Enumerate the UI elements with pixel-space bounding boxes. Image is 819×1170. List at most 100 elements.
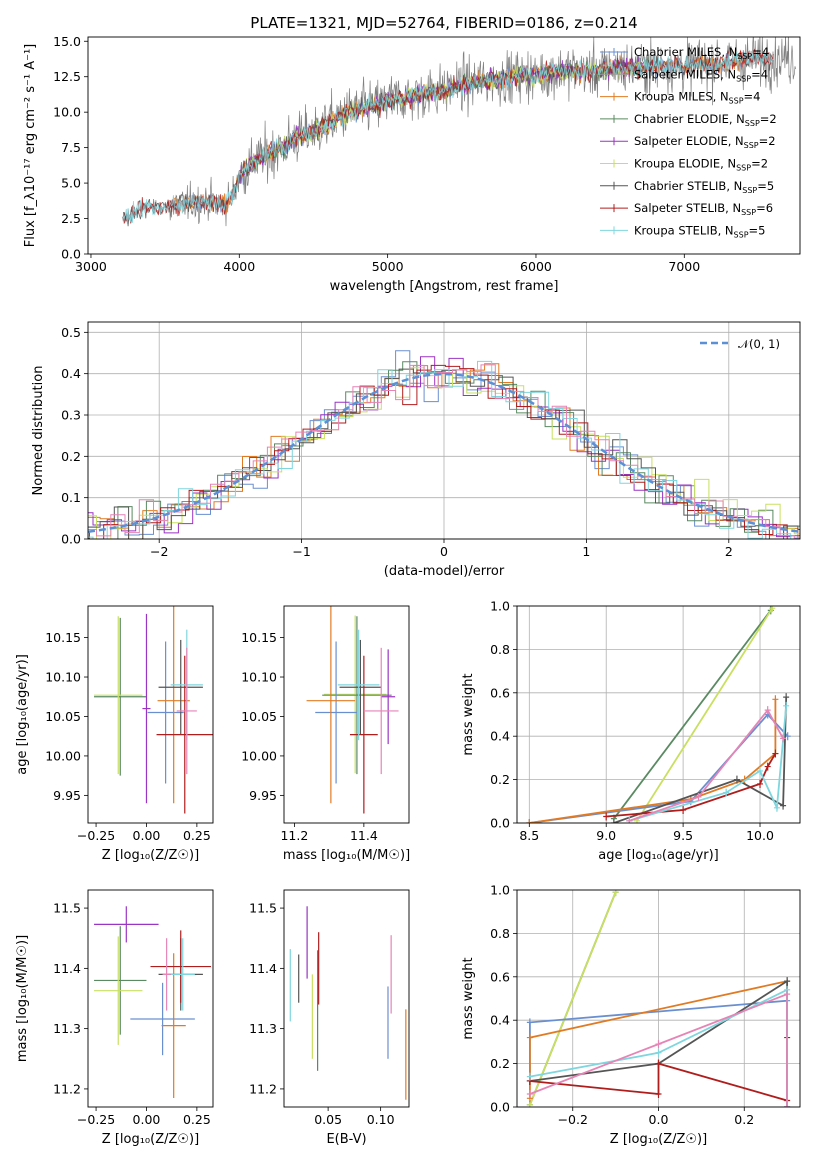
y-tick-label: 0.0 xyxy=(61,532,81,547)
legend-value: =2 xyxy=(760,112,777,126)
legend-label: Chabrier MILES, NSSP=4 xyxy=(634,45,769,61)
x-tick-label: 8.5 xyxy=(519,828,539,843)
errorbar-point xyxy=(142,613,151,804)
legend-subscript: SSP xyxy=(744,141,759,150)
legend-subscript: SSP xyxy=(737,52,752,61)
y-tick-label: 2.5 xyxy=(61,211,81,226)
x-tick-label: 0 xyxy=(440,544,448,559)
y-tick-label: 0.1 xyxy=(61,490,81,505)
legend-value: =2 xyxy=(759,134,776,148)
errorbar-point xyxy=(147,641,184,784)
errorbar-point xyxy=(322,616,392,775)
y-tick-label: 0.2 xyxy=(490,1056,510,1071)
y-axis-label: age [log₁₀(age/yr)] xyxy=(15,654,30,775)
axes-frame xyxy=(87,889,214,1108)
errorbar-point xyxy=(323,615,387,774)
legend-label: Kroupa ELODIE, NSSP=2 xyxy=(634,157,768,173)
y-axis-label: mass [log₁₀(M/M☉)] xyxy=(15,935,30,1062)
errorbar-point xyxy=(381,649,396,745)
errorbar-point xyxy=(94,906,159,943)
y-tick-label: 11.3 xyxy=(249,1021,277,1036)
weight-marker xyxy=(655,1048,662,1057)
weight-marker xyxy=(783,693,790,702)
weight-marker xyxy=(769,606,776,613)
errorbar-point xyxy=(176,647,197,775)
x-tick-label: 0.00 xyxy=(133,1112,161,1127)
x-tick-label: 7000 xyxy=(668,259,700,274)
legend-value: =4 xyxy=(751,67,768,81)
spectrum-lines xyxy=(121,37,796,227)
histogram-series xyxy=(88,364,800,539)
legend-label: Salpeter ELODIE, NSSP=2 xyxy=(634,134,776,150)
y-tick-label: 5.0 xyxy=(61,176,81,191)
y-tick-label: 0.2 xyxy=(490,772,510,787)
x-tick-label: 10.0 xyxy=(746,828,774,843)
weight-marker xyxy=(772,749,779,758)
weight-marker xyxy=(733,775,740,784)
weight-marker xyxy=(764,762,771,771)
errorbar-point xyxy=(158,639,203,735)
legend-label: Salpeter MILES, NSSP=4 xyxy=(634,67,768,83)
y-tick-label: 10.05 xyxy=(241,709,277,724)
errorbar-point xyxy=(315,641,357,784)
y-tick-label: 0.4 xyxy=(490,729,510,744)
axes-frame xyxy=(283,889,410,1108)
weight-marker xyxy=(723,788,730,797)
y-tick-label: 0.8 xyxy=(490,642,510,657)
legend-label: Chabrier STELIB, NSSP=5 xyxy=(634,179,774,195)
y-tick-label: 10.0 xyxy=(53,105,81,120)
y-tick-label: 9.95 xyxy=(249,788,277,803)
legend-value: =5 xyxy=(757,179,774,193)
legend-subscript: SSP xyxy=(734,230,749,239)
y-tick-label: 0.4 xyxy=(490,1013,510,1028)
y-tick-label: 11.4 xyxy=(53,961,81,976)
model-spectrum xyxy=(123,50,774,224)
y-tick-label: 1.0 xyxy=(490,599,510,614)
weight-marker xyxy=(526,1072,533,1081)
x-axis-label: (data-model)/error xyxy=(384,564,505,579)
x-tick-label: −2 xyxy=(150,544,168,559)
x-tick-label: 0.00 xyxy=(133,828,161,843)
legend-label: Kroupa MILES, NSSP=4 xyxy=(634,90,760,106)
axes-frame xyxy=(87,605,214,824)
legend-label: Salpeter STELIB, NSSP=6 xyxy=(634,201,773,217)
y-tick-label: 0.4 xyxy=(61,366,81,381)
y-tick-label: 10.15 xyxy=(45,630,81,645)
y-tick-label: 11.2 xyxy=(53,1081,81,1096)
weight-series xyxy=(629,708,784,822)
errorbars xyxy=(289,906,407,1100)
weight-marker xyxy=(526,1033,533,1042)
y-tick-label: 0.8 xyxy=(490,926,510,941)
x-tick-label: 0.0 xyxy=(649,1112,669,1127)
x-tick-label: 3000 xyxy=(75,259,107,274)
x-tick-label: 9.0 xyxy=(596,828,616,843)
x-tick-label: 0.25 xyxy=(183,828,211,843)
errorbar-point xyxy=(170,938,195,1011)
axes-frame xyxy=(87,36,801,255)
x-axis-label: wavelength [Angstrom, rest frame] xyxy=(330,279,559,294)
legend-value: =4 xyxy=(752,45,769,59)
histogram-series xyxy=(88,367,800,539)
z-age-panel: −0.25 0.00 0.25 9.95 10.00 10.05 10.10 10.15 Z [… xyxy=(15,605,214,863)
y-tick-label: 9.95 xyxy=(53,788,81,803)
axes-frame xyxy=(516,889,801,1108)
ebv-mass-panel: 0.05 0.10 11.2 11.3 11.4 11.5 E(B-V) xyxy=(249,889,410,1147)
legend-value: =5 xyxy=(749,223,766,237)
y-tick-label: 7.5 xyxy=(61,140,81,155)
weight-marker xyxy=(526,1089,533,1098)
y-tick-label: 0.2 xyxy=(61,449,81,464)
legend-subscript: SSP xyxy=(745,119,760,128)
weight-marker xyxy=(695,792,702,801)
y-axis-label: Flux [f_λ10⁻¹⁷ erg cm⁻² s⁻¹ A⁻¹] xyxy=(23,44,38,248)
weight-marker xyxy=(783,701,790,710)
weight-series xyxy=(529,891,617,1106)
weight-marker xyxy=(780,801,787,810)
weight-marker xyxy=(526,1018,533,1027)
x-tick-label: 0.25 xyxy=(183,1112,211,1127)
legend-label: Kroupa STELIB, NSSP=5 xyxy=(634,223,765,239)
axes-frame xyxy=(516,605,801,824)
mass-age-panel: 11.2 11.4 9.95 10.00 10.05 10.10 10.15 mass [lo… xyxy=(241,605,410,863)
x-axis-label: Z [log₁₀(Z/Z☉)] xyxy=(102,1132,199,1147)
weight-marker xyxy=(610,819,617,823)
errorbar-point xyxy=(161,953,186,1098)
